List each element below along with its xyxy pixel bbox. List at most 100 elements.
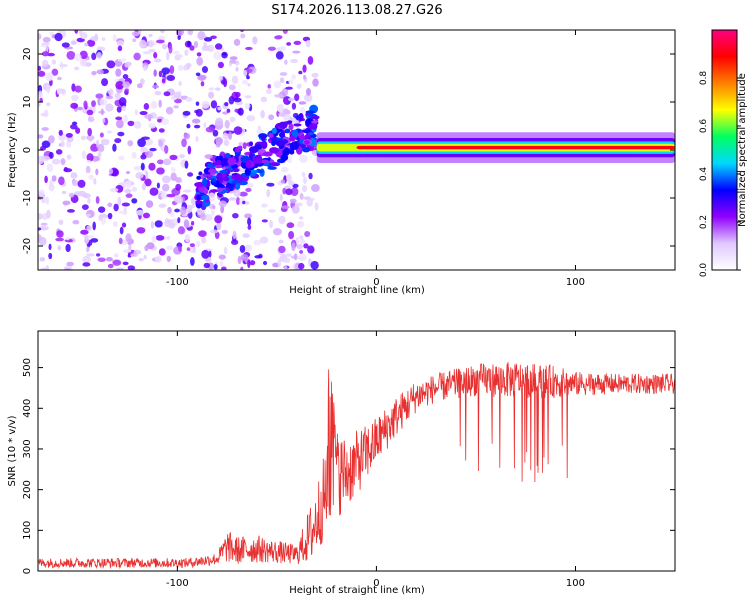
spectrogram-blob <box>86 160 91 164</box>
spectrogram-blob <box>299 238 306 245</box>
spectrogram-blob <box>232 230 237 240</box>
spectrogram-y-label: Frequency (Hz) <box>7 112 18 188</box>
spectrogram-blob <box>70 40 77 45</box>
spectrogram-blob <box>148 48 156 53</box>
spectrogram-blob <box>118 237 123 245</box>
spectrogram-blob <box>125 171 131 175</box>
snr-y-tick-label: 400 <box>22 399 33 418</box>
figure-title: S174.2026.113.08.27.G26 <box>271 3 442 18</box>
spectrogram-blob <box>221 52 227 56</box>
spectrogram-blob <box>117 196 122 206</box>
spectrogram-blob <box>166 255 172 263</box>
spectrogram-blob <box>271 162 281 167</box>
spectrogram-blob <box>283 97 289 105</box>
spectrogram-blob <box>249 260 256 266</box>
spectrogram-blob <box>151 235 157 243</box>
spectrogram-blob <box>291 102 297 110</box>
spectrogram-blob <box>137 138 146 148</box>
spectrogram-blob <box>61 42 70 48</box>
spectrogram-blob <box>91 52 97 61</box>
spectrogram-blob <box>140 147 149 153</box>
spectrogram-blob <box>308 132 314 136</box>
spectrogram-blob <box>41 42 50 46</box>
spectrogram-blob <box>168 44 173 54</box>
spectrogram-blob <box>105 103 114 112</box>
spectrogram-blob <box>246 75 250 80</box>
spectrogram-blob <box>271 127 277 134</box>
spectrogram-blob <box>219 170 228 174</box>
spectrogram-blob <box>105 256 113 262</box>
spectrogram-blob <box>123 180 132 189</box>
spectrogram-blob <box>85 165 91 174</box>
spectrogram-blob <box>68 192 75 198</box>
spectrogram-blob <box>41 127 49 131</box>
spectrogram-blob <box>131 31 140 37</box>
spectrogram-blob <box>75 127 81 134</box>
colorbar-label: Normalized spectral amplitude <box>737 73 748 227</box>
spectrogram-blob <box>296 83 302 89</box>
spectrogram-blob <box>96 52 102 59</box>
colorbar-tick-label: 0.8 <box>699 71 709 86</box>
spectrogram-blob <box>227 157 237 166</box>
spectrogram-blob <box>91 70 97 76</box>
spectrogram-blob <box>203 188 209 195</box>
spectrogram-blob <box>222 132 230 140</box>
spectrogram-blob <box>74 85 82 93</box>
spectrogram-blob <box>179 154 185 159</box>
spectrogram-blob <box>165 245 174 251</box>
spectrogram-blob <box>51 175 57 182</box>
spectrogram-blob <box>285 188 293 196</box>
spectrogram-blob <box>208 192 216 202</box>
spectrogram-blob <box>291 242 296 252</box>
spectrogram-blob <box>198 230 207 237</box>
spectrogram-blob <box>267 166 277 170</box>
spectrogram-blob <box>164 218 171 228</box>
spectrogram-blob <box>161 183 170 192</box>
spectrogram-blob <box>121 105 126 112</box>
spectrogram-blob <box>274 35 283 40</box>
spectrogram-blob <box>183 219 190 228</box>
spectrogram-blob <box>177 64 184 71</box>
spectrogram-blob <box>291 205 300 214</box>
spectrogram-blob <box>112 221 118 228</box>
spectrogram-blob <box>294 93 300 102</box>
snr-y-tick-label: 100 <box>22 521 33 540</box>
spectrogram-blob <box>138 39 147 48</box>
spectrogram-blob <box>258 253 263 259</box>
spectrogram-blob <box>288 230 295 240</box>
spectrogram-blob <box>138 257 144 262</box>
spectrogram-blob <box>125 233 132 243</box>
spectrogram-blob <box>55 149 63 155</box>
spectrogram-blob <box>191 118 201 124</box>
spectrogram-blob <box>283 114 293 123</box>
spectrogram-blob <box>124 88 129 92</box>
spectrogram-blob <box>221 158 230 167</box>
spectrogram-blob <box>144 150 153 158</box>
spectrogram-blob <box>145 200 154 208</box>
spectrogram-blob <box>303 176 307 185</box>
spectrogram-blob <box>223 78 228 88</box>
spectrogram-blob <box>283 266 288 270</box>
spectrogram-blob <box>220 47 224 52</box>
spectrogram-blob <box>114 253 119 258</box>
spectrogram-blob <box>305 87 312 96</box>
spectrogram-blob <box>66 209 75 213</box>
spectrogram-blob <box>87 116 95 123</box>
spectrogram-blob <box>218 75 223 81</box>
spectrogram-blob <box>203 122 207 129</box>
spectrogram-blob <box>88 134 94 142</box>
colorbar-bar <box>711 29 738 271</box>
spectrogram-blob <box>234 108 239 113</box>
snr-frame <box>37 330 676 572</box>
spectrogram-blob <box>217 187 223 193</box>
spectrogram-blob <box>195 72 201 77</box>
spectrogram-blob <box>156 182 160 189</box>
spectrogram-blob <box>187 40 191 47</box>
spectrogram-blob <box>170 167 176 173</box>
spectrogram-blob <box>99 132 104 138</box>
spectrogram-blob <box>74 53 82 62</box>
spectrogram-blob <box>38 213 44 220</box>
spectrogram-blob <box>71 94 79 102</box>
spectrogram-blob <box>97 257 106 263</box>
spectrogram-blob <box>214 215 223 224</box>
